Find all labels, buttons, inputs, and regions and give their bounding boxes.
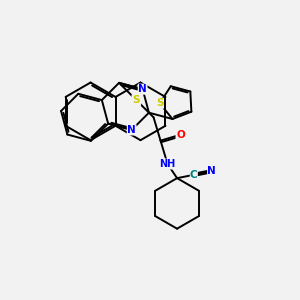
Text: C: C [190,170,198,180]
Text: N: N [207,166,216,176]
Text: N: N [127,125,136,135]
Text: O: O [176,130,185,140]
Text: NH: NH [159,159,176,169]
Text: N: N [138,84,147,94]
Text: S: S [156,98,164,108]
Text: S: S [133,95,140,105]
